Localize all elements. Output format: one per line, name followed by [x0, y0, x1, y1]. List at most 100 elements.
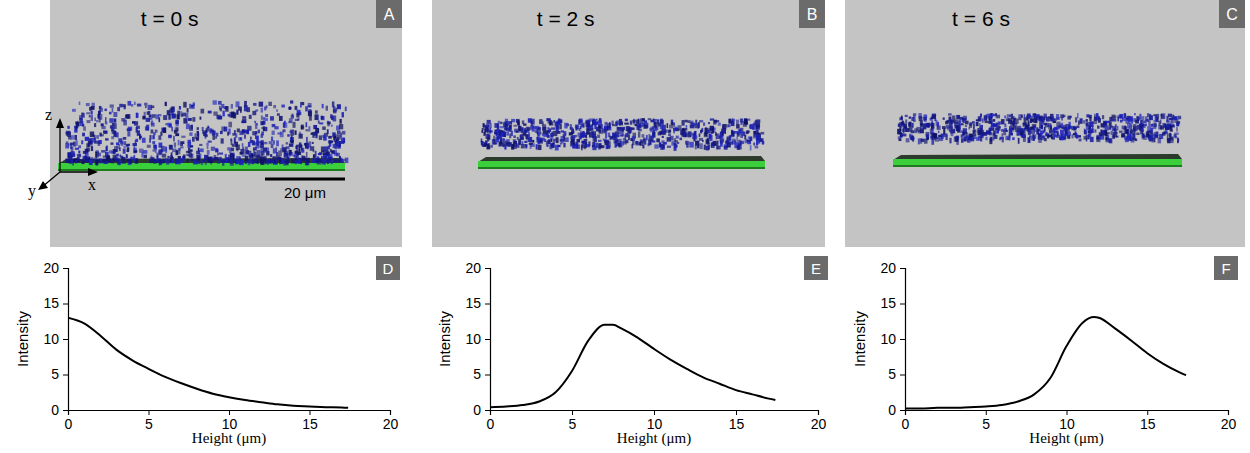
particle	[344, 138, 346, 143]
particle	[948, 113, 952, 115]
particle	[563, 136, 565, 142]
particle	[1028, 130, 1031, 134]
particle	[526, 127, 530, 133]
particle	[343, 138, 345, 142]
particle	[599, 129, 603, 134]
particle	[336, 141, 340, 146]
particle	[94, 123, 96, 127]
particle	[147, 111, 149, 114]
particle	[1168, 134, 1171, 137]
particle	[575, 127, 577, 131]
particle	[569, 132, 573, 135]
particle	[191, 104, 195, 108]
particle	[581, 144, 583, 150]
particle	[215, 148, 218, 152]
particle	[961, 123, 964, 125]
particle	[633, 119, 635, 125]
particle	[738, 140, 740, 145]
particle	[109, 118, 113, 123]
particle	[237, 109, 239, 114]
particle	[487, 137, 489, 141]
particle	[116, 154, 119, 156]
particle	[638, 132, 640, 138]
particle	[730, 142, 733, 145]
particle	[207, 146, 209, 149]
particle	[123, 137, 126, 140]
particle	[170, 107, 174, 110]
particle	[169, 145, 173, 150]
particle	[514, 129, 518, 133]
particle	[709, 134, 711, 137]
particle	[286, 142, 289, 144]
particle	[1028, 127, 1031, 130]
particle	[134, 121, 138, 125]
particle	[180, 143, 183, 146]
particle	[657, 119, 660, 123]
particle	[102, 159, 106, 162]
particle	[561, 136, 565, 142]
particle	[66, 158, 70, 162]
particle	[145, 126, 148, 130]
particle	[85, 155, 87, 158]
particle	[98, 114, 102, 120]
particle	[164, 146, 167, 151]
particle	[129, 160, 133, 164]
particle	[293, 155, 295, 157]
particle	[295, 119, 299, 121]
particle	[134, 102, 136, 105]
particle	[652, 140, 656, 142]
particle	[560, 139, 563, 141]
particle	[731, 134, 735, 137]
particle	[149, 117, 153, 119]
particle	[76, 140, 78, 146]
particle	[538, 145, 542, 150]
panel-letter-box	[376, 0, 402, 28]
particle	[717, 141, 719, 145]
particle	[261, 121, 263, 125]
particle	[555, 145, 559, 151]
particle	[1111, 115, 1115, 120]
particle	[181, 136, 185, 138]
particle	[1106, 138, 1109, 143]
particle	[294, 159, 298, 163]
particle	[77, 121, 79, 126]
particle	[680, 130, 684, 135]
particle	[75, 160, 77, 164]
particle	[585, 135, 587, 138]
particle	[277, 113, 280, 116]
particle	[169, 124, 172, 128]
particle	[242, 119, 246, 123]
particle	[556, 137, 559, 143]
particle	[78, 151, 80, 154]
particle	[242, 143, 244, 146]
particle	[342, 131, 346, 135]
particle	[75, 135, 77, 140]
particle	[557, 131, 561, 134]
particle	[631, 144, 633, 148]
particle	[556, 126, 560, 130]
particle	[105, 122, 108, 125]
particle	[201, 109, 205, 114]
particle	[753, 143, 755, 146]
particle	[172, 159, 174, 163]
particle	[609, 136, 611, 141]
particle	[739, 129, 742, 133]
particle	[158, 114, 161, 116]
particle	[236, 101, 240, 107]
particle	[1094, 129, 1096, 132]
particle	[326, 106, 328, 111]
particle	[676, 136, 679, 139]
particle	[165, 123, 167, 125]
particle	[686, 144, 689, 148]
particle	[239, 152, 242, 155]
particle	[110, 104, 114, 107]
particle	[250, 137, 252, 140]
particle	[155, 130, 158, 133]
particle	[122, 104, 125, 107]
particle	[760, 138, 764, 142]
particle	[704, 145, 706, 150]
particle	[297, 159, 301, 164]
particle	[297, 152, 301, 155]
particle	[511, 131, 513, 137]
particle	[253, 147, 257, 150]
